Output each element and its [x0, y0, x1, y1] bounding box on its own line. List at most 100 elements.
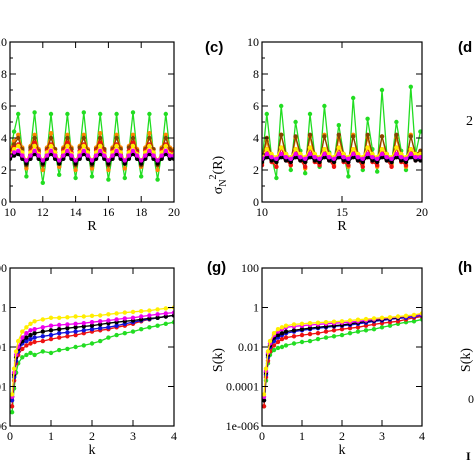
panel-f-point-5-11: [65, 315, 70, 320]
panel-f-point-3-12: [73, 325, 78, 330]
panel-f-point-5-16: [106, 312, 111, 317]
panel-c-point-0-6: [288, 167, 293, 173]
panel-c-point-6-29: [399, 158, 404, 163]
panel-g-point-5-11: [315, 320, 321, 325]
panel-c-point-6-12: [317, 159, 322, 165]
panel-f-point-2-14: [89, 327, 95, 332]
panel-c-xtick-label-1: 15: [336, 205, 348, 219]
panel-c-series-line-0: [262, 86, 422, 179]
panel-b-point-7-34: [147, 148, 152, 153]
panel-f-point-1-10: [57, 335, 62, 340]
panel-b-point-4-38: [163, 143, 168, 149]
panel-b-point-0-36: [155, 177, 160, 182]
panel-c-point-4-22: [365, 145, 370, 150]
panel-f-point-4-10: [57, 322, 62, 328]
panel-g-point-0-4: [271, 347, 277, 353]
panel-f-point-0-15: [98, 338, 103, 344]
panel-f-point-0-8: [40, 349, 45, 354]
panel-label-d: (d: [458, 39, 472, 56]
panel-f-point-5-4: [20, 329, 25, 334]
panel-c-point-3-6: [288, 163, 293, 168]
panel-f-point-4-4: [20, 335, 25, 340]
panel-b-point-3-14: [65, 140, 70, 145]
panel-c-point-4-28: [394, 145, 399, 150]
panel-c-point-7-27: [389, 156, 394, 161]
panel-g-point-0-16: [355, 329, 361, 334]
panel-g-point-0-9: [299, 339, 305, 345]
panel-g-point-3-7: [283, 329, 289, 334]
panel-c-point-3-18: [346, 163, 351, 168]
panel-f-point-0-16: [106, 335, 111, 340]
panel-c-point-4-8: [298, 151, 303, 157]
panel-c-point-6-31: [408, 155, 413, 160]
panel-g-point-3-6: [279, 331, 285, 336]
panel-c-point-7-30: [403, 156, 409, 161]
panel-b-point-6-20: [89, 161, 95, 166]
panel-f-ytick-label-2: 01: [0, 340, 7, 354]
panel-g-xtick-label-1: 1: [299, 429, 305, 443]
panel-g-point-1-15: [347, 326, 353, 331]
panel-f-point-4-8: [40, 325, 45, 330]
panel-f-point-4-12: [73, 321, 78, 326]
panel-b-point-6-1: [11, 153, 17, 158]
panel-b-point-1-20: [89, 166, 95, 171]
panel-b-point-4-22: [98, 143, 103, 149]
panel-b-point-6-16: [73, 161, 78, 166]
panel-g-point-1-11: [315, 331, 321, 336]
panel-f-point-2-9: [48, 332, 54, 338]
panel-c-point-7-22: [365, 151, 370, 157]
panel-f-point-1-0: [10, 404, 15, 409]
panel-g-point-5-6: [279, 325, 285, 330]
panel-b-point-7-6: [32, 148, 37, 153]
panel-b-point-1-26: [114, 132, 119, 137]
panel-c-point-4-17: [341, 151, 346, 157]
panel-c-point-0-19: [351, 95, 356, 101]
panel-b-xlabel: R: [87, 219, 97, 234]
panel-b-point-4-18: [81, 143, 87, 149]
panel-g-point-5-12: [323, 320, 329, 325]
panel-b-point-7-20: [89, 158, 95, 163]
panel-f-point-5-23: [163, 306, 168, 311]
panel-c-point-7-23: [370, 155, 375, 160]
panel-b-point-7-12: [57, 158, 62, 163]
panel-c-point-0-21: [360, 167, 365, 173]
panel-b-point-1-18: [81, 132, 87, 137]
panel-b-point-0-10: [48, 111, 54, 117]
panel-b-point-7-13: [61, 153, 66, 158]
panel-c-point-0-13: [322, 103, 327, 109]
panel-c-point-4-11: [312, 151, 317, 157]
panel-c-point-0-3: [274, 175, 279, 181]
panel-b-point-4-10: [48, 143, 54, 149]
panel-c-point-0-4: [279, 103, 284, 109]
panel-b-series: [10, 110, 174, 185]
panel-c-xtick-label-2: 20: [416, 205, 428, 219]
panel-g-point-5-5: [275, 327, 281, 332]
panel-c-point-0-1: [264, 111, 269, 117]
panel-c-point-4-19: [351, 147, 356, 152]
panel-g-point-1-8: [291, 334, 297, 339]
panel-f-xtick-label-2: 2: [89, 429, 95, 443]
panel-c-point-0-28: [394, 119, 399, 125]
panel-b-point-7-2: [16, 148, 21, 153]
panel-c-point-2-16: [336, 132, 341, 137]
panel-c-point-4-10: [307, 145, 313, 150]
panel-f-point-5-2: [13, 349, 19, 354]
panel-b-point-1-14: [65, 132, 70, 137]
panel-c-point-4-29: [399, 151, 404, 157]
panel-f-point-2-7: [32, 335, 37, 340]
panel-b-point-7-30: [130, 148, 136, 153]
panel-f-point-5-14: [89, 313, 95, 318]
panel-f-point-5-12: [73, 314, 78, 319]
panel-f-point-0-9: [48, 350, 54, 356]
panel-f-point-5-7: [32, 319, 37, 324]
panel-c-point-4-14: [327, 151, 332, 157]
panel-f-point-2-8: [40, 334, 45, 339]
panel-b-point-6-28: [122, 161, 128, 166]
panel-b-ytick-label-0: 0: [1, 195, 7, 209]
panel-c-series-line-5: [262, 154, 421, 162]
panel-c-point-7-14: [327, 155, 332, 160]
panel-c-point-6-28: [394, 155, 399, 160]
panel-c-point-4-5: [283, 151, 289, 157]
panel-b-point-6-32: [139, 161, 144, 166]
